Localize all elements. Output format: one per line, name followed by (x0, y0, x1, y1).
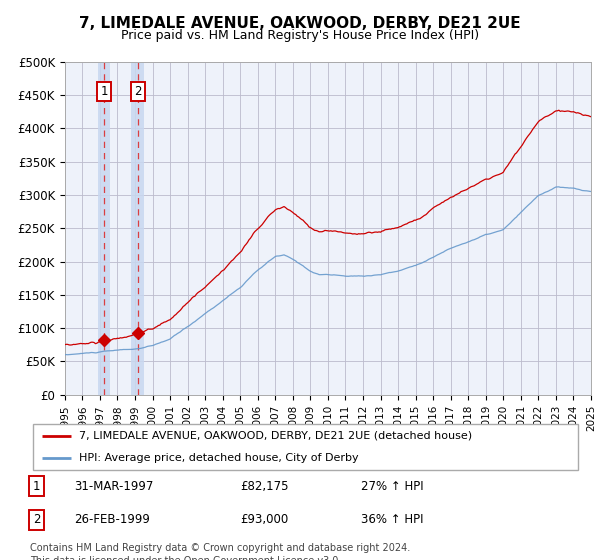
Text: Price paid vs. HM Land Registry's House Price Index (HPI): Price paid vs. HM Land Registry's House … (121, 29, 479, 42)
Text: 7, LIMEDALE AVENUE, OAKWOOD, DERBY, DE21 2UE (detached house): 7, LIMEDALE AVENUE, OAKWOOD, DERBY, DE21… (79, 431, 472, 441)
Text: £82,175: £82,175 (240, 480, 288, 493)
Text: 26-FEB-1999: 26-FEB-1999 (74, 513, 150, 526)
Text: 31-MAR-1997: 31-MAR-1997 (74, 480, 154, 493)
Text: 36% ↑ HPI: 36% ↑ HPI (361, 513, 424, 526)
Bar (131, 62, 144, 395)
Text: 2: 2 (33, 513, 40, 526)
Bar (98, 62, 110, 395)
FancyBboxPatch shape (33, 424, 578, 469)
Text: 7, LIMEDALE AVENUE, OAKWOOD, DERBY, DE21 2UE: 7, LIMEDALE AVENUE, OAKWOOD, DERBY, DE21… (79, 16, 521, 31)
Text: £93,000: £93,000 (240, 513, 288, 526)
Text: 27% ↑ HPI: 27% ↑ HPI (361, 480, 424, 493)
Text: Contains HM Land Registry data © Crown copyright and database right 2024.
This d: Contains HM Land Registry data © Crown c… (30, 543, 410, 560)
Text: 2: 2 (134, 85, 142, 98)
Text: 1: 1 (101, 85, 108, 98)
Text: HPI: Average price, detached house, City of Derby: HPI: Average price, detached house, City… (79, 452, 358, 463)
Text: 1: 1 (33, 480, 40, 493)
